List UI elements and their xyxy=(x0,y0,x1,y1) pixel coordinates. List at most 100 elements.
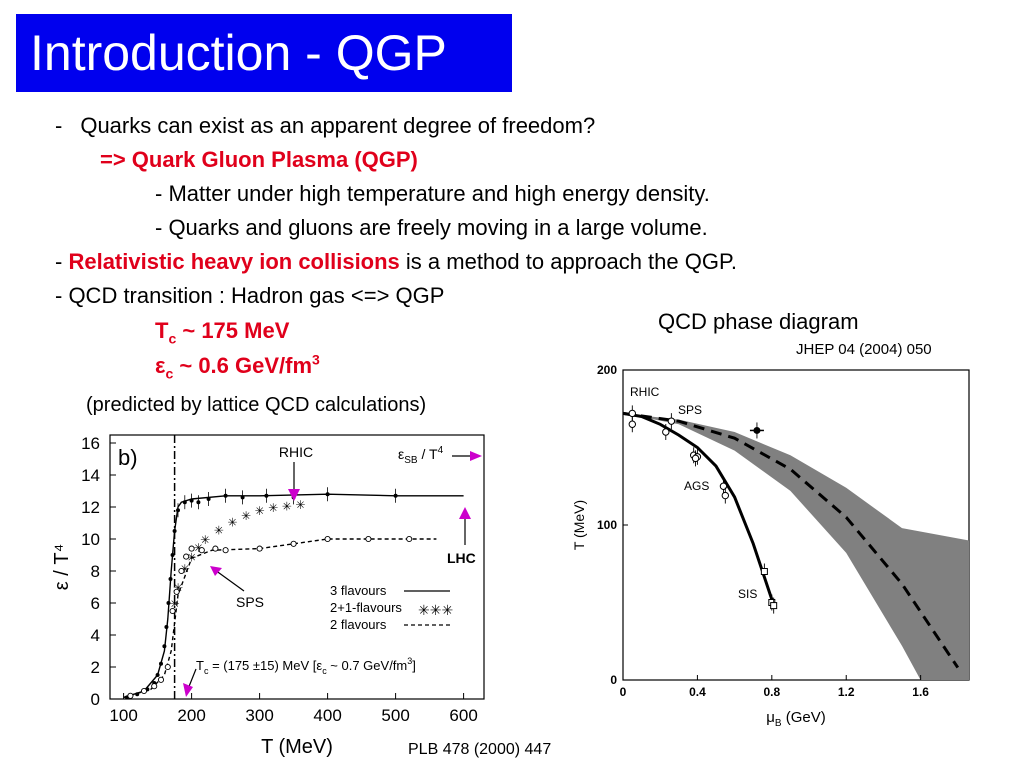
data-point-open xyxy=(169,607,176,615)
data-point-open xyxy=(691,454,700,463)
y-tick-label: 2 xyxy=(91,658,100,677)
y-tick-label: 6 xyxy=(91,594,100,613)
data-point-square xyxy=(770,602,778,610)
qgp-line: => Quark Gluon Plasma (QGP) xyxy=(100,147,418,172)
y-tick-label: 200 xyxy=(597,363,617,377)
rhic-arrowhead xyxy=(288,489,300,501)
sis-point-label: SIS xyxy=(738,587,757,601)
eps-sb-label: εSB / T4 xyxy=(398,445,444,466)
data-point xyxy=(172,529,177,533)
sps-arrowhead xyxy=(210,566,222,576)
qcd-phase-diagram: 0 0.4 0.8 1.2 1.6 0 100 200 μB (GeV) T (MeV) RH… xyxy=(571,363,970,729)
tc-subscript: c xyxy=(168,330,177,347)
crossover-band xyxy=(623,413,969,680)
star-point: ✳ xyxy=(180,562,190,576)
data-point-square xyxy=(760,568,768,575)
x-tick-label: 500 xyxy=(381,706,409,725)
chart-b-ylabel: T (MeV) xyxy=(571,500,587,550)
chart-a-panel-label: b) xyxy=(118,445,138,470)
data-point xyxy=(155,673,160,677)
y-tick-label: 16 xyxy=(81,434,100,453)
x-tick-label: 1.6 xyxy=(912,685,929,699)
y-tick-label: 14 xyxy=(81,466,100,485)
star-point: ✳ xyxy=(282,499,292,513)
data-point-open xyxy=(212,545,219,552)
bullet-1-text: Quarks can exist as an apparent degree o… xyxy=(80,113,596,138)
tc-value: Tc ~ 175 MeV xyxy=(155,318,290,347)
data-point-open xyxy=(628,420,637,428)
critical-point xyxy=(753,426,761,434)
data-point xyxy=(164,625,169,629)
freeze-out-curve xyxy=(623,411,774,600)
jhep-reference: JHEP 04 (2004) 050 xyxy=(796,341,932,358)
sub-bullet-1: - Matter under high temperature and high… xyxy=(155,181,710,206)
slide-title: Introduction - QGP xyxy=(16,14,512,92)
rhic-label: RHIC xyxy=(279,444,313,460)
ec-symbol: ε xyxy=(155,353,166,378)
sps-label: SPS xyxy=(236,594,264,610)
y-tick-label: 12 xyxy=(81,498,100,517)
sps-arrow xyxy=(214,569,245,592)
data-point-open xyxy=(721,491,730,500)
bullet-2: - Relativistic heavy ion collisions is a… xyxy=(55,249,737,275)
data-point-open xyxy=(667,417,676,425)
lhc-label: LHC xyxy=(447,550,476,566)
rhic-point-label: RHIC xyxy=(630,385,660,399)
data-point-open xyxy=(188,545,195,552)
data-point-open xyxy=(157,676,165,683)
crossover-dashed-line xyxy=(623,411,960,669)
data-point xyxy=(170,553,175,557)
x-tick-label: 0.4 xyxy=(689,685,706,699)
star-point: ✳ xyxy=(241,509,251,523)
predicted-note: (predicted by lattice QCD calculations) xyxy=(86,394,427,416)
eps-sb-arrowhead xyxy=(470,451,482,461)
data-point xyxy=(159,661,163,666)
ec-subscript: c xyxy=(165,365,174,382)
tc-arrowhead xyxy=(183,683,193,697)
sps-point-label: SPS xyxy=(678,403,702,417)
ags-point-label: AGS xyxy=(684,479,709,493)
data-point-open xyxy=(151,683,158,690)
chart-a-ylabel: ε / T⁴ xyxy=(51,544,73,590)
legend-2p1-stars: ✳✳✳ xyxy=(418,602,453,618)
band-area xyxy=(623,413,969,680)
data-point-open xyxy=(628,409,637,418)
data-point-open xyxy=(324,535,331,543)
bullet-2-dash: - xyxy=(55,249,69,274)
y-tick-label: 4 xyxy=(91,626,100,645)
bullet-3: - QCD transition : Hadron gas <=> QGP xyxy=(55,283,445,308)
x-tick-label: 0.8 xyxy=(763,685,780,699)
data-point-open xyxy=(222,547,229,554)
sub-bullet-2: - Quarks and gluons are freely moving in… xyxy=(155,215,708,240)
data-point-open xyxy=(290,540,297,547)
data-point-open xyxy=(406,535,413,543)
y-tick-label: 0 xyxy=(610,673,617,687)
chart-a-frame xyxy=(109,434,485,700)
star-point: ✳ xyxy=(268,501,278,515)
bullet-2-highlight: Relativistic heavy ion collisions xyxy=(68,249,400,274)
y-tick-label: 10 xyxy=(81,530,100,549)
data-point-open xyxy=(173,588,180,595)
bullet-1: - Quarks can exist as an apparent degree … xyxy=(55,113,595,139)
star-point: ✳ xyxy=(193,541,203,555)
star-point: ✳ xyxy=(255,504,265,518)
legend-3-flavours: 3 flavours xyxy=(330,583,387,598)
chart-b-xlabel: μB (GeV) xyxy=(766,709,826,729)
data-point-open xyxy=(198,547,205,554)
star-point: ✳ xyxy=(295,498,305,512)
data-point xyxy=(168,577,173,581)
ec-number: ~ 0.6 GeV/fm xyxy=(173,353,313,378)
chart-a-ticks: 100 200 300 400 500 600 0 2 4 6 8 10 12 14 16 xyxy=(81,434,478,725)
data-point-open xyxy=(365,535,372,543)
star-point: ✳ xyxy=(214,523,224,537)
star-point: ✳ xyxy=(200,533,210,547)
x-tick-label: 200 xyxy=(177,706,205,725)
data-point xyxy=(162,644,167,649)
ec-superscript: 3 xyxy=(312,351,320,368)
data-point-open xyxy=(183,553,190,560)
series-2-flavours-line xyxy=(123,538,437,699)
tc-number: ~ 175 MeV xyxy=(176,318,290,343)
x-tick-label: 300 xyxy=(245,706,273,725)
chart-a-xlabel: T (MeV) xyxy=(261,736,333,758)
